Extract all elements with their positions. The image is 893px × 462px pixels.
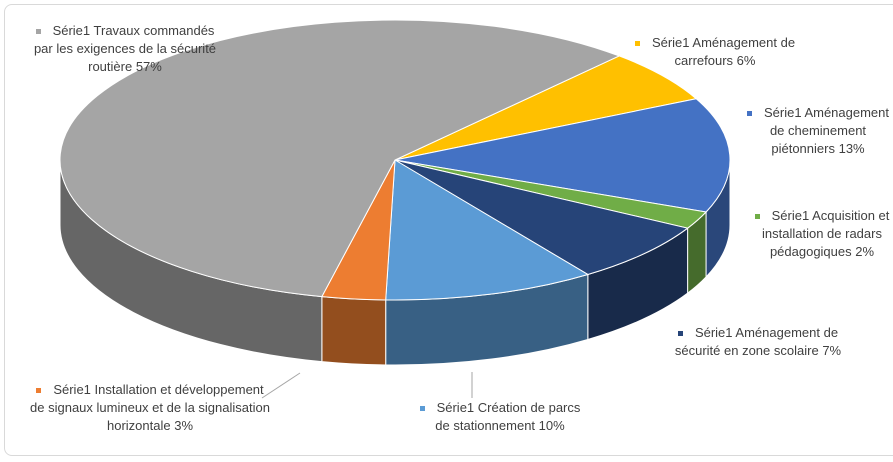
label-marker <box>419 406 425 412</box>
data-label: Série1 Création de parcs de stationnemen… <box>415 399 585 435</box>
data-label: Série1 Aménagement de carrefours 6% <box>630 34 800 70</box>
data-label: Série1 Installation et développement de … <box>30 381 270 435</box>
slice <box>394 98 731 213</box>
category-name: Création de parcs de stationnement <box>435 400 581 433</box>
value-label: 6% <box>736 53 756 68</box>
label-marker <box>677 331 683 337</box>
category-name: Aménagement de sécurité en zone scolaire <box>674 325 839 358</box>
series-name: Série1 <box>771 208 810 223</box>
slice <box>59 19 621 298</box>
label-marker <box>36 388 42 394</box>
label-marker <box>634 41 640 47</box>
chart-frame <box>4 4 893 456</box>
slice <box>385 159 590 301</box>
data-label: Série1 Travaux commandés par les exigenc… <box>25 22 225 76</box>
series-name: Série1 <box>53 382 91 397</box>
label-marker <box>35 29 41 35</box>
leader-line <box>261 372 301 399</box>
value-label: 3% <box>174 418 194 433</box>
category-name: Aménagement de carrefours <box>674 35 796 68</box>
data-label: Série1 Aménagement de sécurité en zone s… <box>668 324 848 360</box>
data-label: Série1 Aménagement de cheminement piéton… <box>738 104 893 158</box>
value-label: 13% <box>838 141 865 156</box>
slice-side <box>321 296 387 366</box>
series-name: Série1 <box>436 400 475 415</box>
category-name: Acquisition et installation de radars pé… <box>762 208 890 259</box>
category-name: Installation et développement de signaux… <box>30 382 270 433</box>
series-name: Série1 <box>763 105 802 120</box>
label-marker <box>754 214 760 220</box>
series-name: Série1 <box>52 23 91 38</box>
series-name: Série1 <box>694 325 733 340</box>
series-name: Série1 <box>651 35 690 50</box>
value-label: 57% <box>135 59 162 74</box>
value-label: 7% <box>822 343 842 358</box>
category-name: Travaux commandés par les exigences de l… <box>33 23 217 74</box>
slice <box>394 159 689 276</box>
value-label: 2% <box>855 244 875 259</box>
data-label: Série1 Acquisition et installation de ra… <box>742 207 893 261</box>
label-marker <box>746 111 752 117</box>
value-label: 10% <box>538 418 565 433</box>
category-name: Aménagement de cheminement piétonniers <box>769 105 890 156</box>
slice <box>394 55 698 161</box>
